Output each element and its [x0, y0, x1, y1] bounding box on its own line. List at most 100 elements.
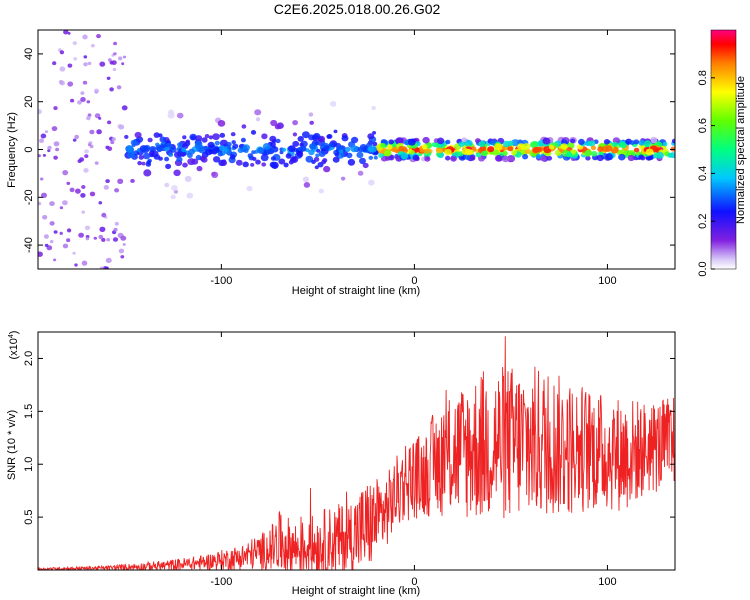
snr-multiplier-close: ): [8, 331, 20, 335]
spectrogram-cell: [231, 140, 236, 145]
spectrogram-ytick-label: 40: [23, 48, 35, 60]
spectrogram-cell: [121, 105, 128, 111]
spectrogram-cell: [247, 153, 254, 159]
spectrogram-cell: [242, 161, 249, 168]
spectrogram-cell: [86, 100, 91, 104]
spectrogram-cell: [357, 170, 364, 176]
spectrogram-cell: [112, 237, 119, 242]
snr-series-line: [38, 336, 675, 570]
spectrogram-cell: [481, 150, 488, 156]
colorbar-tick-label: 0.2: [697, 214, 709, 229]
spectrogram-cell: [62, 200, 68, 206]
spectrogram-cell: [38, 109, 42, 115]
spectrogram-cell: [111, 60, 117, 65]
snr-ytick-label: 1.5: [23, 404, 35, 419]
spectrogram-cell: [368, 155, 374, 160]
spectrogram-cell: [215, 147, 220, 152]
spectrogram-cell: [584, 149, 592, 157]
spectrogram-cell: [338, 149, 344, 154]
spectrogram-cell: [145, 162, 152, 167]
spectrogram-cell: [465, 148, 473, 156]
spectrogram-cell: [198, 146, 206, 154]
spectrogram-cell: [171, 185, 178, 191]
spectrogram-cell: [182, 135, 187, 140]
spectrogram-cell: [546, 155, 553, 161]
spectrogram-cell: [91, 44, 95, 48]
spectrogram-cell: [619, 142, 627, 149]
spectrogram-cell: [226, 141, 232, 147]
spectrogram-cell: [118, 124, 125, 130]
spectrogram-cell: [383, 149, 392, 157]
spectrogram-cell: [81, 260, 88, 266]
spectrogram-cell: [285, 153, 292, 159]
spectrogram-cell: [560, 143, 568, 150]
spectrogram-cell: [395, 137, 403, 144]
spectrogram-cell: [332, 156, 340, 163]
spectrogram-cell: [40, 133, 47, 139]
spectrogram-cell: [53, 258, 57, 262]
spectrogram-cell: [156, 147, 163, 153]
spectrogram-cell: [318, 150, 326, 157]
spectrogram-cell: [232, 143, 239, 149]
spectrogram-cell: [39, 138, 44, 143]
spectrogram-cell: [464, 141, 470, 147]
spectrogram-cell: [67, 63, 73, 68]
spectrogram-cell: [87, 61, 92, 66]
spectrogram-cell: [143, 169, 152, 177]
spectrogram-cell: [181, 147, 186, 153]
spectrogram-cell: [59, 206, 64, 210]
spectrogram-cell: [141, 146, 150, 154]
spectrogram-cell: [96, 34, 101, 39]
spectrogram-cell: [229, 154, 236, 160]
spectrogram-cell: [94, 88, 100, 94]
spectrogram-cell: [62, 170, 69, 176]
spectrogram-cell: [137, 161, 142, 166]
spectrogram-cell: [400, 152, 409, 160]
spectrogram-cell: [409, 149, 415, 155]
spectrogram-cell: [524, 148, 531, 154]
spectrogram-cell: [356, 151, 364, 159]
colorbar-label: Normalized spectral amplitude: [735, 76, 747, 224]
spectrogram-cell: [494, 154, 503, 162]
spectrogram-cell: [436, 137, 445, 145]
spectrogram-cell: [292, 132, 298, 137]
spectrogram-cell: [618, 153, 626, 161]
colorbar-gradient: [710, 29, 737, 270]
spectrogram-cell: [117, 56, 123, 61]
spectrogram-cell: [367, 146, 374, 152]
spectrogram-cell: [461, 137, 468, 143]
spectrogram-cell: [445, 139, 451, 145]
spectrogram-cell: [334, 152, 339, 157]
spectrogram-ylabel: Frequency (Hz): [6, 112, 18, 188]
snr-multiplier: (x104): [8, 331, 20, 360]
spectrogram-cell: [495, 143, 503, 151]
spectrogram-cell: [508, 155, 515, 162]
spectrogram-cell: [53, 155, 58, 160]
colorbar-tick-label: 0.6: [697, 118, 709, 133]
spectrogram-cell: [275, 138, 281, 144]
spectrogram-cell: [240, 137, 246, 143]
spectrogram-cell: [254, 109, 262, 116]
spectrogram-cell: [51, 126, 58, 132]
spectrogram-cell: [219, 132, 226, 138]
spectrogram-cell: [158, 156, 163, 161]
spectrogram-cell: [82, 34, 88, 40]
spectrogram-cell: [638, 139, 645, 146]
spectrogram-cell: [611, 147, 618, 154]
spectrogram-cell: [87, 113, 92, 117]
spectrogram-ticks: -100 0 100 -40 -20 0 20 40: [23, 30, 675, 287]
spectrogram-cell: [309, 120, 315, 125]
spectrogram-cell: [116, 85, 122, 90]
spectrogram-cell: [302, 131, 310, 139]
spectrogram-cell: [70, 98, 75, 103]
spectrogram-cell: [250, 130, 257, 135]
spectrogram-cell: [671, 138, 675, 144]
spectrogram-cell: [302, 176, 310, 183]
spectrogram-cell: [83, 55, 88, 59]
spectrogram-cell: [270, 161, 279, 169]
spectrogram-cell: [227, 146, 232, 150]
spectrogram-cell: [38, 154, 41, 158]
spectrogram-cell: [105, 179, 110, 184]
spectrogram-cell: [299, 145, 307, 152]
